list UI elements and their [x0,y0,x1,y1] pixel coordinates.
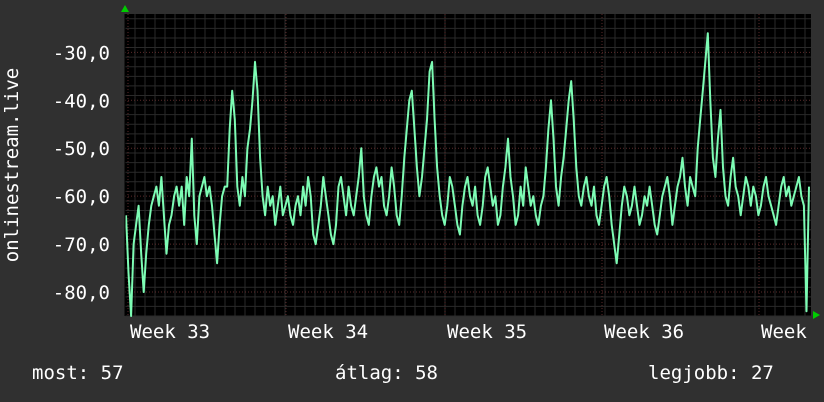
y-axis-label: onlinestream.live [1,68,23,262]
stats-bar: most: 57 átlag: 58 legjobb: 27 [0,362,824,388]
stat-average: átlag: 58 [335,362,438,384]
y-tick-label: -30,0 [53,42,110,64]
stat-best: legjobb: 27 [648,362,774,384]
x-tick-label: Week 36 [604,321,684,343]
y-tick-label: -70,0 [53,234,110,256]
y-axis-ticks: -30,0 -40,0 -50,0 -60,0 -70,0 -80,0 [53,42,110,304]
y-tick-label: -40,0 [53,90,110,112]
y-tick-label: -60,0 [53,186,110,208]
stat-current: most: 57 [32,362,124,384]
x-tick-label: Week 35 [447,321,527,343]
x-tick-label: Week 34 [288,321,368,343]
line-chart: -30,0-40,0-50,0-60,0-70,0-80,0 Week 33 We… [1,5,820,343]
grid-lines [124,14,811,317]
x-tick-label: Week 33 [130,321,210,343]
x-axis-ticks: Week 33 Week 34 Week 35 Week 36 Week [130,321,807,343]
y-axis-arrow [121,5,129,12]
series-line [125,32,810,317]
y-tick-label: -50,0 [53,138,110,160]
y-tick-label: -80,0 [53,282,110,304]
x-axis-arrow [813,311,820,319]
x-tick-label: Week [761,321,807,343]
